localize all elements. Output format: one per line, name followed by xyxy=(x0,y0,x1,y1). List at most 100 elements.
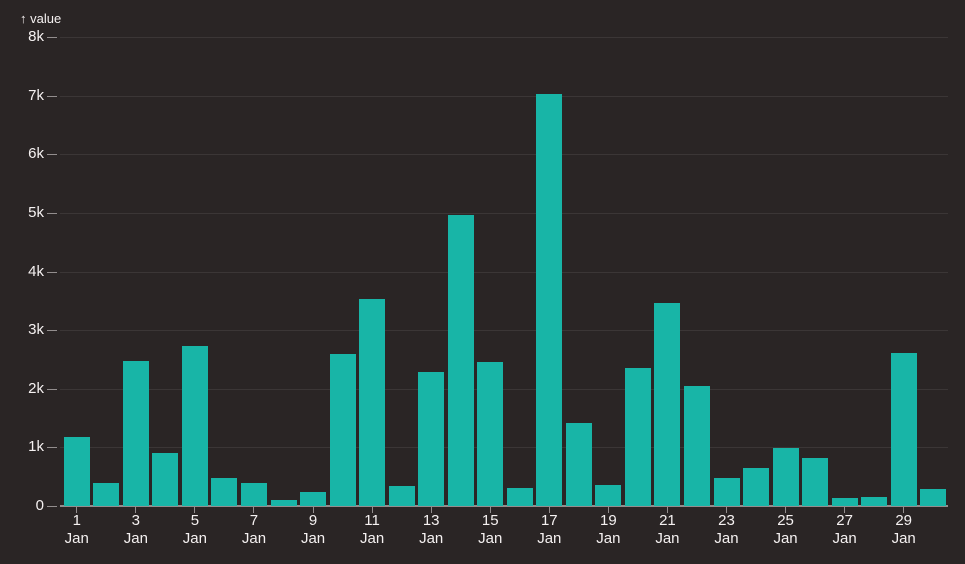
bar-day-16 xyxy=(506,487,533,506)
bar-day-11 xyxy=(359,299,386,506)
x-tick-day-number: 23 xyxy=(718,512,735,529)
x-tick-month: Jan xyxy=(419,530,444,547)
x-tick-month: Jan xyxy=(478,530,503,547)
y-tick-3k xyxy=(47,330,57,332)
y-tick-label-1k: 1k xyxy=(28,438,44,456)
x-tick-day-number: 3 xyxy=(131,512,140,529)
x-tick-month: Jan xyxy=(891,530,916,547)
bar-day-9 xyxy=(300,491,327,506)
bar-day-20 xyxy=(624,368,651,506)
bar-day-1 xyxy=(63,436,90,506)
x-tick-month: Jan xyxy=(537,530,562,547)
x-tick-label-day-19: 19 Jan xyxy=(580,512,636,548)
bar-day-24 xyxy=(743,468,770,506)
y-axis-title: ↑ value xyxy=(20,11,62,26)
bar-day-6 xyxy=(211,478,238,506)
x-tick-day-1 xyxy=(76,507,78,513)
gridline-2k xyxy=(60,388,948,390)
x-tick-day-13 xyxy=(430,507,432,513)
x-tick-day-number: 19 xyxy=(600,512,617,529)
x-tick-day-9 xyxy=(312,507,314,513)
y-tick-4k xyxy=(47,271,57,273)
y-tick-6k xyxy=(47,154,57,156)
x-tick-label-day-25: 25 Jan xyxy=(758,512,814,548)
gridline-1k xyxy=(60,447,948,449)
y-tick-label-6k: 6k xyxy=(28,145,44,163)
x-tick-label-day-27: 27 Jan xyxy=(817,512,873,548)
x-tick-day-7 xyxy=(253,507,255,513)
x-tick-day-number: 13 xyxy=(422,512,440,529)
x-tick-label-day-3: 3 Jan xyxy=(108,512,164,548)
bar-day-30 xyxy=(920,488,947,506)
gridline-4k xyxy=(60,271,948,273)
x-tick-label-day-13: 13 Jan xyxy=(403,512,459,548)
x-tick-day-5 xyxy=(194,507,196,513)
x-tick-day-number: 15 xyxy=(481,512,499,529)
bar-day-25 xyxy=(772,447,799,506)
bar-day-10 xyxy=(329,353,356,506)
bar-day-8 xyxy=(270,500,297,506)
x-tick-label-day-17: 17 Jan xyxy=(521,512,577,548)
gridline-5k xyxy=(60,212,948,214)
x-tick-label-day-1: 1 Jan xyxy=(49,512,105,548)
x-tick-label-day-9: 9 Jan xyxy=(285,512,341,548)
x-tick-day-25 xyxy=(785,507,787,513)
bar-day-2 xyxy=(93,483,120,506)
x-tick-day-number: 7 xyxy=(249,512,259,529)
x-tick-label-day-5: 5 Jan xyxy=(167,512,223,548)
x-tick-day-19 xyxy=(607,507,609,513)
bar-day-23 xyxy=(713,478,740,506)
x-tick-label-day-21: 21 Jan xyxy=(639,512,695,548)
x-tick-month: Jan xyxy=(123,530,148,547)
x-tick-label-day-29: 29 Jan xyxy=(876,512,932,548)
x-tick-day-21 xyxy=(666,507,668,513)
x-tick-month: Jan xyxy=(360,530,385,547)
bar-day-27 xyxy=(831,498,858,506)
gridline-8k xyxy=(60,37,948,38)
y-tick-label-5k: 5k xyxy=(28,203,44,221)
x-tick-label-day-7: 7 Jan xyxy=(226,512,282,548)
y-tick-label-2k: 2k xyxy=(28,379,44,397)
x-tick-day-3 xyxy=(135,507,137,513)
y-tick-label-7k: 7k xyxy=(28,86,44,104)
x-tick-month: Jan xyxy=(773,530,798,547)
bar-day-15 xyxy=(477,361,504,506)
x-tick-day-23 xyxy=(726,507,727,513)
x-tick-month: Jan xyxy=(655,530,680,547)
x-tick-label-day-23: 23 Jan xyxy=(699,512,755,548)
x-tick-day-number: 17 xyxy=(540,512,558,529)
x-tick-day-17 xyxy=(548,507,550,513)
x-tick-day-number: 11 xyxy=(364,512,380,529)
bar-day-29 xyxy=(890,352,917,506)
bar-day-19 xyxy=(595,485,622,506)
y-tick-5k xyxy=(47,212,57,214)
x-tick-month: Jan xyxy=(182,530,207,547)
x-tick-day-number: 27 xyxy=(836,512,853,529)
bar-day-4 xyxy=(152,453,179,506)
x-tick-day-number: 5 xyxy=(190,512,200,529)
x-tick-month: Jan xyxy=(832,530,857,547)
y-tick-label-3k: 3k xyxy=(28,321,44,339)
y-tick-label-8k: 8k xyxy=(28,28,44,45)
x-tick-month: Jan xyxy=(300,530,326,547)
bar-day-21 xyxy=(654,302,681,506)
gridline-7k xyxy=(60,95,948,97)
bar-day-7 xyxy=(240,483,267,506)
x-tick-month: Jan xyxy=(64,530,89,547)
bar-day-28 xyxy=(861,497,888,506)
bar-day-22 xyxy=(683,386,710,506)
bar-day-12 xyxy=(388,486,415,506)
bar-day-14 xyxy=(447,215,474,506)
y-tick-2k xyxy=(47,388,57,390)
x-tick-day-number: 9 xyxy=(308,512,318,529)
y-tick-0 xyxy=(47,506,57,507)
x-tick-label-day-11: 11 Jan xyxy=(344,512,400,548)
bar-day-18 xyxy=(565,423,592,506)
bar-day-5 xyxy=(181,345,208,506)
x-tick-label-day-15: 15 Jan xyxy=(462,512,518,548)
bar-day-17 xyxy=(536,94,563,506)
x-tick-day-11 xyxy=(371,507,373,513)
x-tick-day-number: 21 xyxy=(659,512,676,529)
x-tick-day-29 xyxy=(903,507,905,513)
